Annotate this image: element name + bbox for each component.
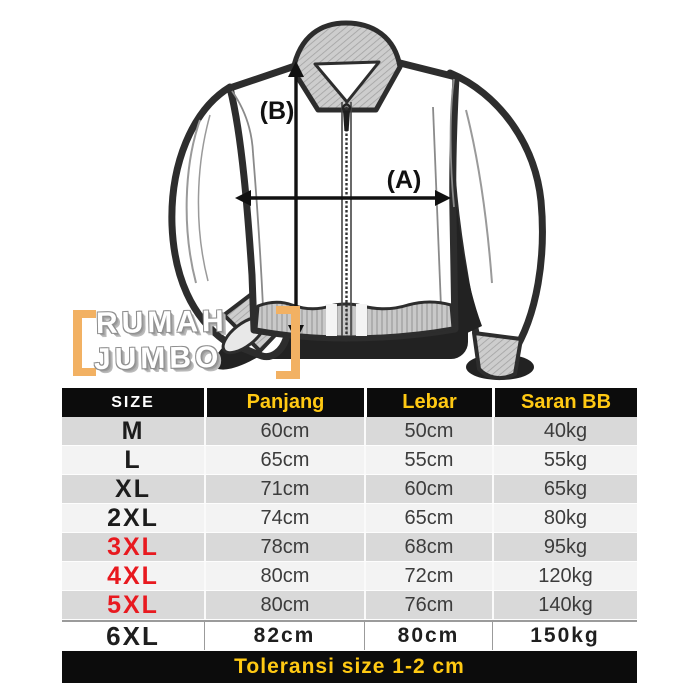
saran-bb-value: 65kg <box>492 475 637 503</box>
lebar-value: 55cm <box>364 446 492 474</box>
lebar-value: 50cm <box>364 417 492 445</box>
size-table-body: M 60cm 50cm 40kg L 65cm 55cm 55kg XL 71c… <box>62 417 637 651</box>
size-table: SIZE Panjang Lebar Saran BB M 60cm 50cm … <box>62 388 637 683</box>
lebar-value: 60cm <box>364 475 492 503</box>
logo-left-bracket-shape <box>73 310 96 376</box>
jacket-collar <box>290 20 403 113</box>
jacket-right-sleeve <box>445 69 546 381</box>
table-row: XL 71cm 60cm 65kg <box>62 475 637 504</box>
saran-bb-value: 120kg <box>492 562 637 590</box>
panjang-value: 71cm <box>204 475 364 503</box>
header-size: SIZE <box>62 388 204 417</box>
size-label: L <box>124 445 142 474</box>
jacket-hem <box>254 300 455 339</box>
size-label: 2XL <box>107 503 159 532</box>
panjang-value: 80cm <box>204 562 364 590</box>
size-table-footer: Toleransi size 1-2 cm <box>62 651 637 683</box>
header-panjang: Panjang <box>207 388 364 417</box>
table-row: 4XL 80cm 72cm 120kg <box>62 562 637 591</box>
saran-bb-value: 40kg <box>492 417 637 445</box>
size-label: 5XL <box>107 590 159 619</box>
size-label: 6XL <box>106 620 160 651</box>
size-label: 4XL <box>107 561 159 590</box>
header-saran-bb: Saran BB <box>495 388 637 417</box>
saran-bb-value: 55kg <box>492 446 637 474</box>
panjang-value: 80cm <box>204 591 364 619</box>
panjang-value: 74cm <box>204 504 364 532</box>
brand-name-line2: JUMBO <box>93 340 223 377</box>
brand-logo: RUMAH JUMBO <box>70 300 310 385</box>
brand-name-line1: RUMAH <box>95 304 228 341</box>
lebar-value: 80cm <box>364 622 492 650</box>
panjang-value: 78cm <box>204 533 364 561</box>
lebar-value: 68cm <box>364 533 492 561</box>
label-a: (A) <box>387 166 422 194</box>
logo-right-bracket-shape <box>276 306 300 379</box>
saran-bb-value: 95kg <box>492 533 637 561</box>
table-row: M 60cm 50cm 40kg <box>62 417 637 446</box>
jacket-zipper <box>341 102 352 336</box>
measure-arrow-length: (B) <box>260 61 304 341</box>
lebar-value: 72cm <box>364 562 492 590</box>
size-label: XL <box>115 474 151 503</box>
lebar-value: 76cm <box>364 591 492 619</box>
panjang-value: 60cm <box>204 417 364 445</box>
tolerance-note: Toleransi size 1-2 cm <box>234 655 465 678</box>
panjang-value: 82cm <box>204 622 364 650</box>
table-row: 2XL 74cm 65cm 80kg <box>62 504 637 533</box>
header-lebar: Lebar <box>367 388 492 417</box>
table-row: 6XL 82cm 80cm 150kg <box>62 620 637 651</box>
panjang-value: 65cm <box>204 446 364 474</box>
table-row: L 65cm 55cm 55kg <box>62 446 637 475</box>
size-label: M <box>121 416 145 445</box>
saran-bb-value: 80kg <box>492 504 637 532</box>
table-row: 3XL 78cm 68cm 95kg <box>62 533 637 562</box>
table-row: 5XL 80cm 76cm 140kg <box>62 591 637 620</box>
lebar-value: 65cm <box>364 504 492 532</box>
saran-bb-value: 140kg <box>492 591 637 619</box>
jacket-illustration: (A) (B) <box>168 20 546 381</box>
saran-bb-value: 150kg <box>492 622 637 650</box>
jacket-diagram: (A) (B) <box>150 15 580 385</box>
measure-arrow-width: (A) <box>235 166 451 206</box>
size-table-header: SIZE Panjang Lebar Saran BB <box>62 388 637 417</box>
size-label: 3XL <box>107 532 159 561</box>
label-b: (B) <box>260 97 295 125</box>
